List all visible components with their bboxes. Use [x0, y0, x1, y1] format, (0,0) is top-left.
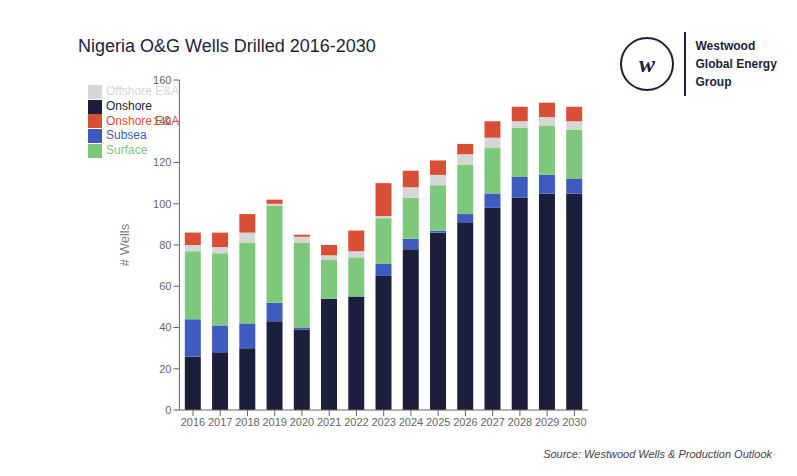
svg-text:2022: 2022: [344, 416, 368, 428]
svg-text:160: 160: [153, 74, 171, 86]
svg-text:2024: 2024: [399, 416, 423, 428]
svg-text:2016: 2016: [181, 416, 205, 428]
svg-text:2021: 2021: [317, 416, 341, 428]
svg-text:2029: 2029: [535, 416, 559, 428]
svg-text:2020: 2020: [290, 416, 314, 428]
svg-text:80: 80: [159, 239, 171, 251]
svg-text:60: 60: [159, 280, 171, 292]
svg-text:120: 120: [153, 156, 171, 168]
svg-text:40: 40: [159, 321, 171, 333]
svg-text:2026: 2026: [453, 416, 477, 428]
svg-text:2027: 2027: [480, 416, 504, 428]
svg-text:2023: 2023: [371, 416, 395, 428]
svg-text:100: 100: [153, 198, 171, 210]
svg-text:2019: 2019: [262, 416, 286, 428]
svg-text:2017: 2017: [208, 416, 232, 428]
svg-text:2018: 2018: [235, 416, 259, 428]
svg-text:140: 140: [153, 115, 171, 127]
svg-text:20: 20: [159, 363, 171, 375]
svg-text:2028: 2028: [508, 416, 532, 428]
svg-text:2025: 2025: [426, 416, 450, 428]
svg-text:2030: 2030: [562, 416, 586, 428]
svg-text:# Wells: # Wells: [117, 223, 132, 266]
svg-text:0: 0: [165, 404, 171, 416]
